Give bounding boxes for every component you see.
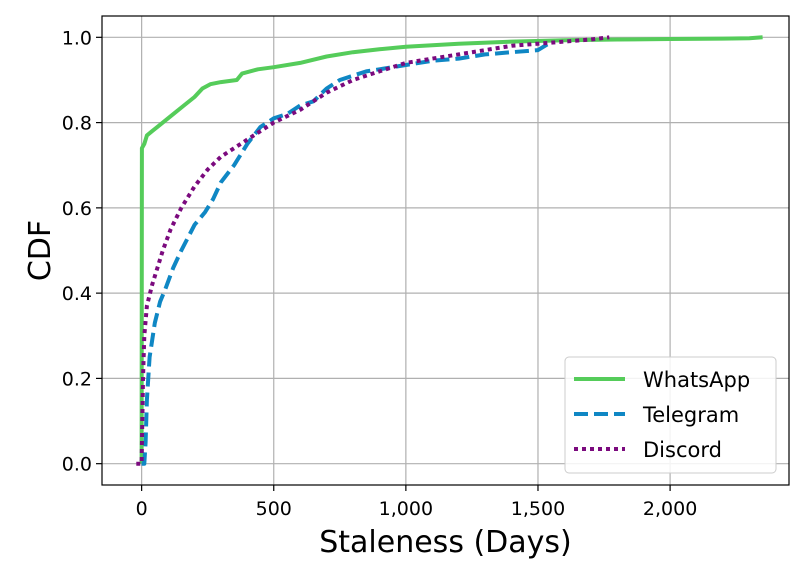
series-layer [136, 35, 763, 466]
grid-lines [102, 16, 789, 485]
y-tick-label: 0.4 [62, 283, 92, 305]
x-tick-label: 500 [256, 498, 292, 520]
y-tick-label: 0.2 [62, 368, 92, 390]
x-tick-label: 2,000 [643, 498, 697, 520]
legend-label-telegram: Telegram [642, 403, 739, 427]
x-tick-label: 0 [136, 498, 148, 520]
series-line-whatsapp [139, 35, 763, 464]
legend-label-whatsapp: WhatsApp [643, 368, 750, 392]
series-line-discord [136, 35, 610, 466]
legend: WhatsApp Telegram Discord [564, 356, 777, 474]
series-line-telegram [141, 41, 550, 466]
y-axis-ticks: 0.0 0.2 0.4 0.6 0.8 1.0 [62, 27, 102, 476]
y-axis-label: CDF [23, 220, 58, 281]
y-tick-label: 0.8 [62, 113, 92, 135]
legend-label-discord: Discord [643, 438, 722, 462]
y-tick-label: 1.0 [62, 27, 92, 49]
x-tick-label: 1,000 [379, 498, 433, 520]
plot-frame [101, 15, 790, 486]
legend-box [564, 356, 777, 474]
x-axis-ticks: 0 500 1,000 1,500 2,000 [136, 485, 697, 520]
y-tick-label: 0.6 [62, 198, 92, 220]
y-tick-label: 0.0 [62, 454, 92, 476]
x-tick-label: 1,500 [511, 498, 565, 520]
x-axis-label: Staleness (Days) [319, 525, 572, 560]
